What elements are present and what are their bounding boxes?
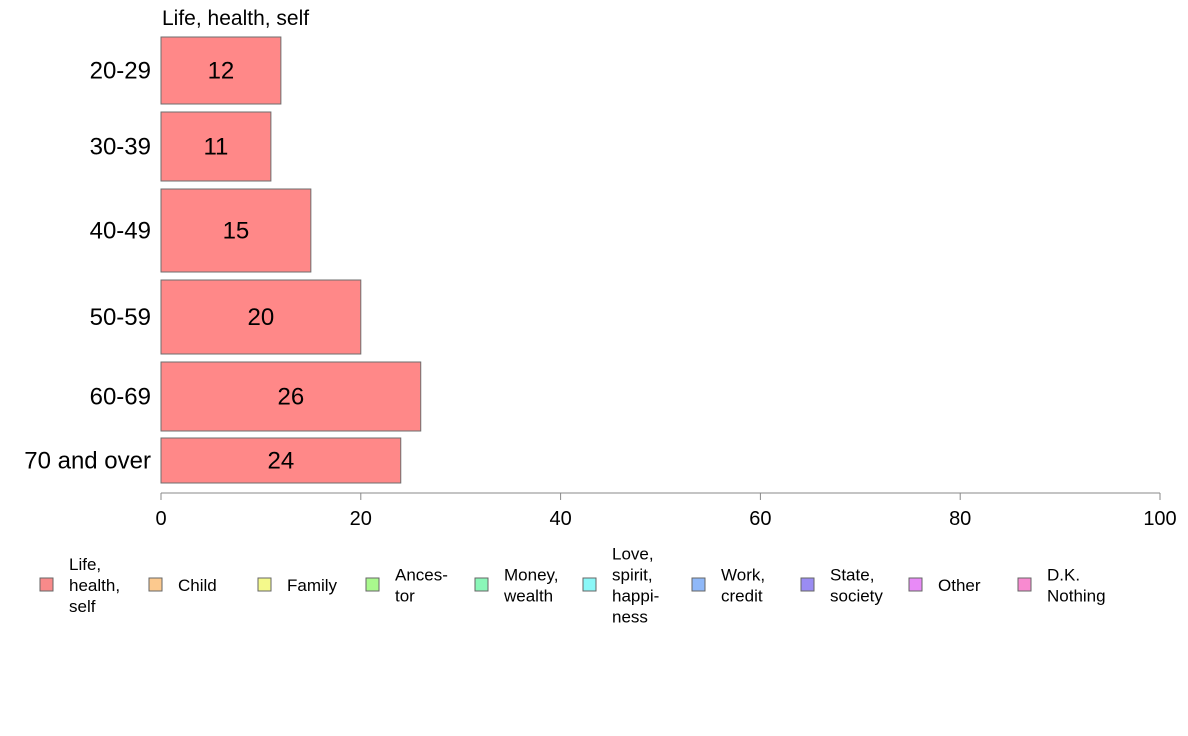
legend-swatch — [908, 577, 923, 592]
x-tick-label: 60 — [749, 508, 771, 530]
legend-swatch — [365, 577, 380, 592]
legend-swatch — [474, 577, 489, 592]
legend-label: Life, health, self — [69, 555, 120, 616]
x-axis: 0 20 40 60 80 100 — [155, 492, 1177, 530]
bar-value-label: 24 — [268, 448, 295, 475]
legend: Life, health, self Child Family Ances-tor Mone… — [39, 545, 1106, 627]
legend-label: D.K. Nothing — [1047, 566, 1106, 606]
chart-title: Life, health, self — [162, 7, 309, 30]
bar-40-49 — [160, 188, 312, 273]
legend-label: Other — [938, 576, 981, 595]
bar-30-39 — [160, 111, 272, 182]
legend-swatch — [1017, 577, 1032, 592]
x-tick-label: 40 — [549, 508, 571, 530]
legend-swatch — [257, 577, 272, 592]
legend-label: Child — [178, 576, 217, 595]
legend-swatch — [148, 577, 163, 592]
bars-group: 20-29 12 30-39 11 40-49 15 50-59 20 60-69 26 70 an… — [24, 36, 422, 484]
bar-50-59 — [160, 279, 362, 355]
bar-value-label: 11 — [203, 134, 228, 161]
legend-label: Family — [287, 576, 338, 595]
legend-label: State, society — [830, 566, 883, 606]
legend-swatch — [582, 577, 597, 592]
category-label: 50-59 — [90, 304, 151, 331]
legend-label: Love, spirit, happi-ness — [612, 545, 659, 627]
x-tick-label: 0 — [155, 508, 166, 530]
legend-swatch — [39, 577, 54, 592]
bar-value-label: 15 — [223, 218, 250, 245]
bar-70-and-over — [160, 437, 402, 484]
x-tick-label: 20 — [350, 508, 372, 530]
bar-value-label: 12 — [208, 58, 235, 85]
x-tick-label: 100 — [1143, 508, 1176, 530]
legend-label: Money, wealth — [503, 566, 559, 606]
category-label: 40-49 — [90, 218, 151, 245]
legend-label: Work, credit — [721, 566, 765, 606]
bar-60-69 — [160, 361, 422, 432]
bar-20-29 — [160, 36, 282, 105]
bar-value-label: 26 — [278, 384, 305, 411]
legend-label: Ances-tor — [395, 566, 448, 606]
legend-swatch — [800, 577, 815, 592]
category-label: 60-69 — [90, 384, 151, 411]
category-label: 20-29 — [90, 58, 151, 85]
bar-value-label: 20 — [248, 304, 275, 331]
x-tick-label: 80 — [949, 508, 971, 530]
legend-swatch — [691, 577, 706, 592]
category-label: 70 and over — [24, 448, 151, 475]
category-label: 30-39 — [90, 134, 151, 161]
